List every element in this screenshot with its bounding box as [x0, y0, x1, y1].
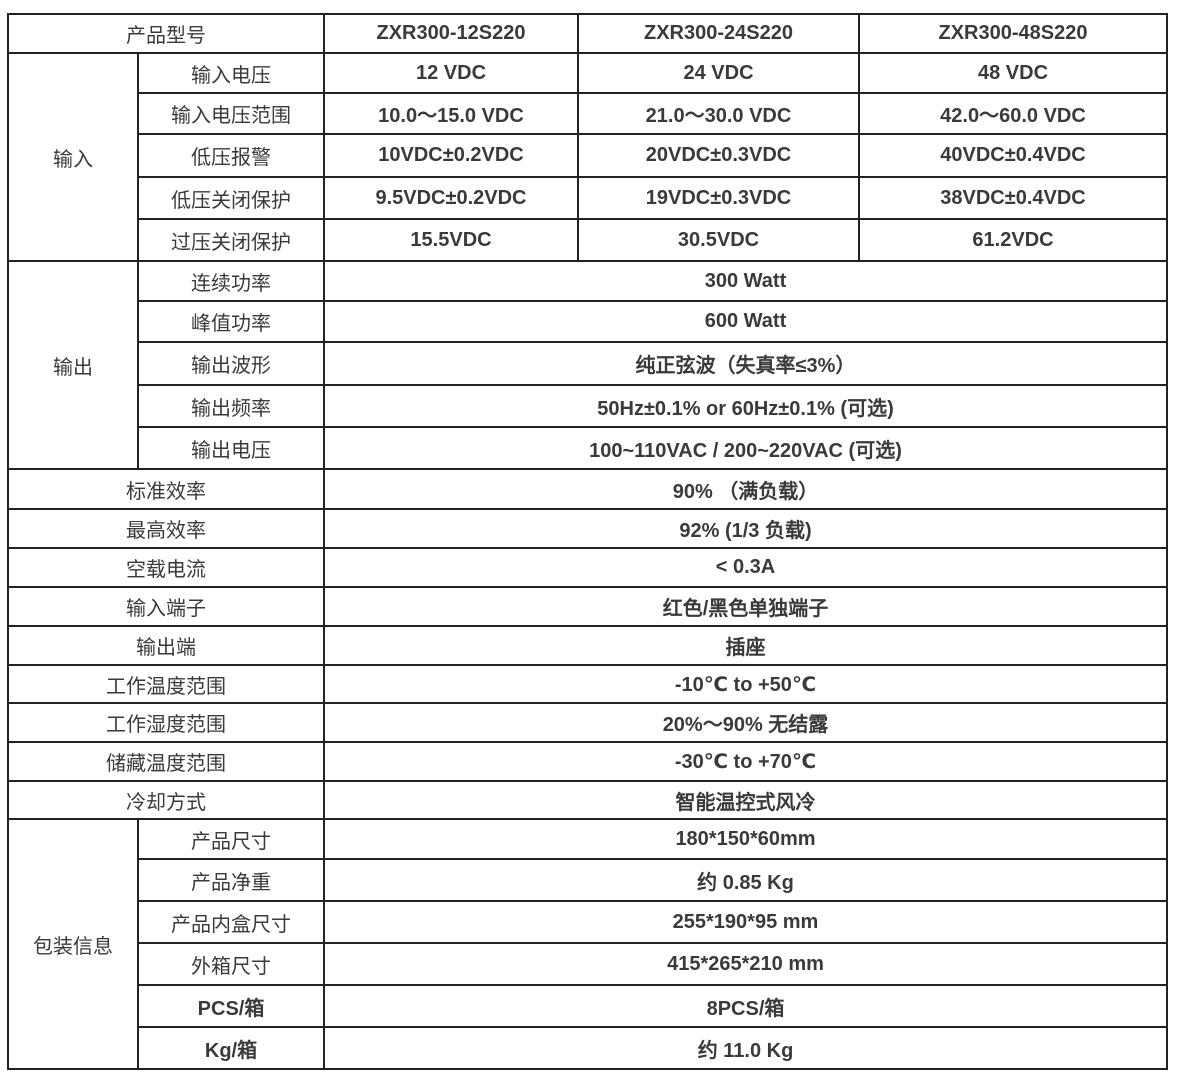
table-row: 峰值功率 600 Watt — [8, 300, 1168, 343]
row-label: 标准效率 — [7, 468, 325, 510]
row-label: 低压报警 — [137, 133, 325, 178]
row-label: 过压关闭保护 — [137, 218, 325, 262]
model-name: ZXR300-24S220 — [577, 13, 860, 54]
table-row: 最高效率 92% (1/3 负载) — [7, 508, 1168, 549]
table-row: 过压关闭保护 15.5VDC 30.5VDC 61.2VDC — [8, 218, 1168, 262]
row-label: 输入电压范围 — [137, 92, 325, 135]
row-label: PCS/箱 — [137, 984, 325, 1028]
table-row: 外箱尺寸 415*265*210 mm — [8, 942, 1168, 986]
row-label: 工作温度范围 — [7, 664, 325, 704]
row-value: 19VDC±0.3VDC — [577, 176, 860, 220]
model-name: ZXR300-12S220 — [323, 13, 579, 54]
row-value: 255*190*95 mm — [323, 900, 1168, 944]
header-label: 产品型号 — [7, 13, 325, 54]
table-row: 包装信息 产品尺寸 180*150*60mm — [7, 818, 1168, 1070]
row-value: 30.5VDC — [577, 218, 860, 262]
row-label: 低压关闭保护 — [137, 176, 325, 220]
row-label: 最高效率 — [7, 508, 325, 549]
model-name: ZXR300-48S220 — [858, 13, 1168, 54]
row-value: 约 11.0 Kg — [323, 1026, 1168, 1070]
row-value: -10℃ to +50℃ — [323, 664, 1168, 704]
row-label: Kg/箱 — [137, 1026, 325, 1070]
table-row: 标准效率 90% （满负载） — [7, 468, 1168, 510]
row-label: 输出频率 — [137, 384, 325, 428]
group-label-input: 输入 — [7, 52, 139, 262]
row-label: 输出电压 — [137, 426, 325, 470]
row-value: 42.0～60.0 VDC — [858, 92, 1168, 135]
row-label: 输入端子 — [7, 586, 325, 627]
row-value: 15.5VDC — [323, 218, 579, 262]
row-value: 61.2VDC — [858, 218, 1168, 262]
table-row: 输出端 插座 — [7, 625, 1168, 666]
row-label: 空载电流 — [7, 547, 325, 588]
row-label: 外箱尺寸 — [137, 942, 325, 986]
table-row: 低压报警 10VDC±0.2VDC 20VDC±0.3VDC 40VDC±0.4VDC — [8, 133, 1168, 178]
row-value: 红色/黑色单独端子 — [323, 586, 1168, 627]
row-label: 工作湿度范围 — [7, 702, 325, 743]
table-row: 输出电压 100~110VAC / 200~220VAC (可选) — [8, 426, 1168, 470]
row-value: 48 VDC — [858, 52, 1168, 94]
group-label-output: 输出 — [7, 260, 139, 470]
row-value: 90% （满负载） — [323, 468, 1168, 510]
table-row: 工作湿度范围 20%～90% 无结露 — [7, 702, 1168, 743]
row-value: 10.0～15.0 VDC — [323, 92, 579, 135]
spec-table: 产品型号 ZXR300-12S220 ZXR300-24S220 ZXR300-48S… — [7, 13, 1168, 1070]
row-value: 20%～90% 无结露 — [323, 702, 1168, 743]
table-row: 输入 输入电压 12 VDC 24 VDC 48 VDC — [7, 52, 1168, 262]
row-value: 8PCS/箱 — [323, 984, 1168, 1028]
table-row: Kg/箱约 11.0 Kg — [8, 1026, 1168, 1070]
table-row: 产品净重约 0.85 Kg — [8, 858, 1168, 902]
row-value: -30℃ to +70℃ — [323, 741, 1168, 782]
table-row: 输出频率 50Hz±0.1% or 60Hz±0.1% (可选) — [8, 384, 1168, 428]
row-label: 输入电压 — [137, 52, 325, 94]
table-row: 空载电流 < 0.3A — [7, 547, 1168, 588]
row-value: 600 Watt — [323, 300, 1168, 343]
group-label-packaging: 包装信息 — [7, 818, 139, 1070]
row-value: 40VDC±0.4VDC — [858, 133, 1168, 178]
table-row: 输入端子 红色/黑色单独端子 — [7, 586, 1168, 627]
table-row: 输出波形 纯正弦波（失真率≤3%） — [8, 341, 1168, 386]
row-value: 纯正弦波（失真率≤3%） — [323, 341, 1168, 386]
table-row: 冷却方式 智能温控式风冷 — [7, 780, 1168, 820]
row-label: 产品净重 — [137, 858, 325, 902]
row-value: 24 VDC — [577, 52, 860, 94]
row-value: 50Hz±0.1% or 60Hz±0.1% (可选) — [323, 384, 1168, 428]
row-value: 38VDC±0.4VDC — [858, 176, 1168, 220]
table-row: 储藏温度范围 -30℃ to +70℃ — [7, 741, 1168, 782]
row-label: 冷却方式 — [7, 780, 325, 820]
row-value: 20VDC±0.3VDC — [577, 133, 860, 178]
row-label: 产品内盒尺寸 — [137, 900, 325, 944]
table-row: 工作温度范围 -10℃ to +50℃ — [7, 664, 1168, 704]
row-value: 智能温控式风冷 — [323, 780, 1168, 820]
row-value: 100~110VAC / 200~220VAC (可选) — [323, 426, 1168, 470]
table-row: 输出 连续功率 300 Watt — [7, 260, 1168, 470]
row-value: 12 VDC — [323, 52, 579, 94]
row-label: 连续功率 — [137, 260, 325, 302]
row-value: 约 0.85 Kg — [323, 858, 1168, 902]
row-value: 9.5VDC±0.2VDC — [323, 176, 579, 220]
table-row: 产品内盒尺寸 255*190*95 mm — [8, 900, 1168, 944]
table-row: 输入电压范围 10.0～15.0 VDC 21.0～30.0 VDC 42.0～60.… — [8, 92, 1168, 135]
row-value: < 0.3A — [323, 547, 1168, 588]
row-value: 92% (1/3 负载) — [323, 508, 1168, 549]
row-label: 储藏温度范围 — [7, 741, 325, 782]
table-row: PCS/箱 8PCS/箱 — [8, 984, 1168, 1028]
row-value: 10VDC±0.2VDC — [323, 133, 579, 178]
row-value: 180*150*60mm — [323, 818, 1168, 860]
row-value: 415*265*210 mm — [323, 942, 1168, 986]
row-label: 峰值功率 — [137, 300, 325, 343]
row-label: 输出波形 — [137, 341, 325, 386]
row-label: 产品尺寸 — [137, 818, 325, 860]
row-label: 输出端 — [7, 625, 325, 666]
row-value: 21.0～30.0 VDC — [577, 92, 860, 135]
table-row: 产品型号 ZXR300-12S220 ZXR300-24S220 ZXR300-48S… — [7, 13, 1168, 54]
row-value: 插座 — [323, 625, 1168, 666]
row-value: 300 Watt — [323, 260, 1168, 302]
table-row: 低压关闭保护 9.5VDC±0.2VDC 19VDC±0.3VDC 38VDC±0.4… — [8, 176, 1168, 220]
